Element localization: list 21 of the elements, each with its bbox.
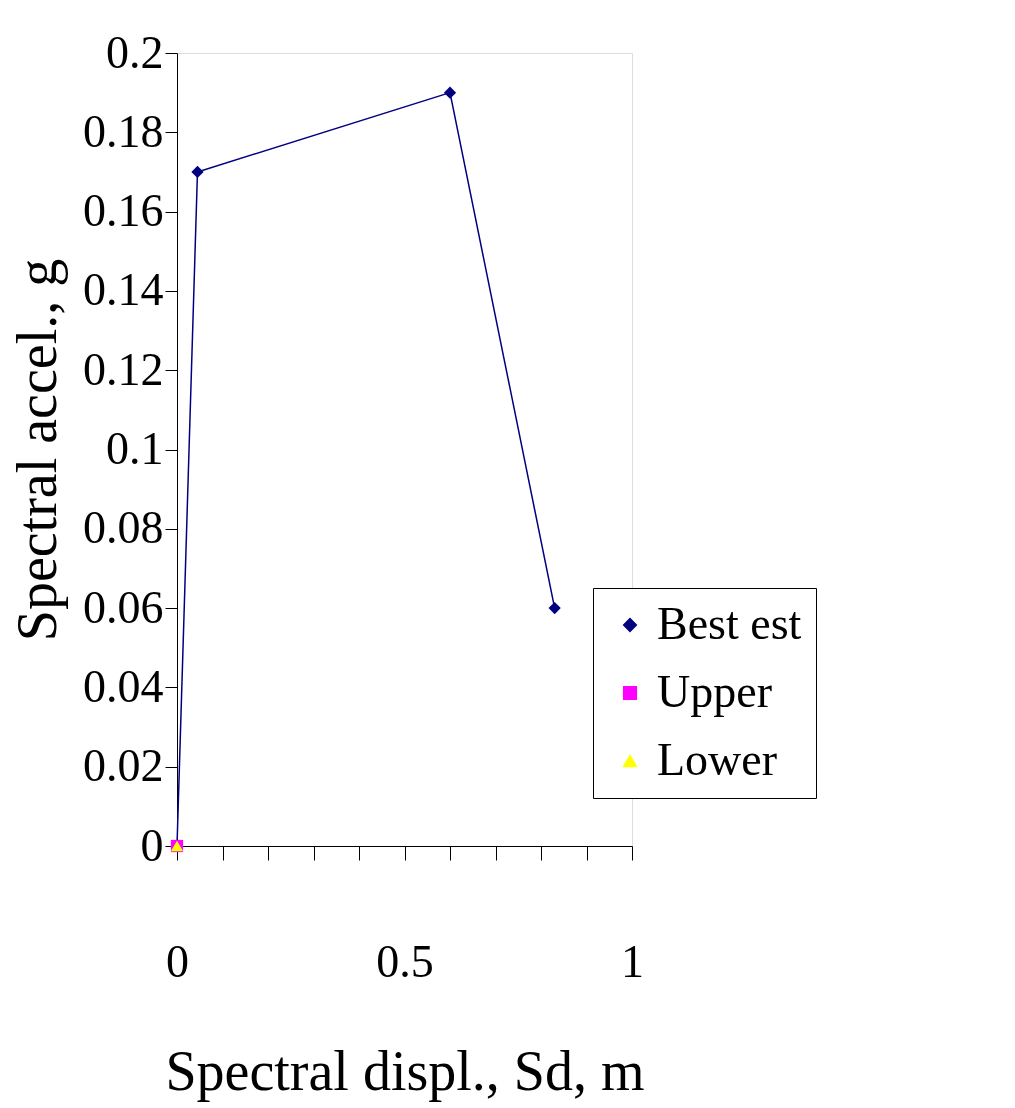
y-tick-label: 0.16 bbox=[83, 185, 164, 237]
point bbox=[443, 86, 457, 99]
y-tick-label: 0.08 bbox=[83, 502, 164, 554]
legend-label: Best est bbox=[657, 598, 802, 649]
x-axis-title: Spectral displ., Sd, m bbox=[165, 1039, 645, 1102]
x-tick-label: 0.5 bbox=[376, 935, 434, 987]
y-tick-label: 0.18 bbox=[83, 105, 164, 157]
y-tick-label: 0.06 bbox=[83, 581, 164, 633]
y-tick-label: 0.12 bbox=[83, 343, 164, 395]
y-tick-label: 0 bbox=[140, 819, 164, 871]
x-tick-label: 1 bbox=[621, 935, 644, 987]
point bbox=[191, 165, 204, 179]
y-tick-label: 0.2 bbox=[106, 26, 164, 78]
point bbox=[548, 601, 561, 615]
y-tick-label: 0.02 bbox=[83, 740, 164, 792]
legend-label: Upper bbox=[657, 666, 772, 717]
legend-label: Lower bbox=[657, 734, 778, 785]
y-tick-label: 0.04 bbox=[83, 660, 164, 712]
y-tick-label: 0.14 bbox=[83, 264, 164, 316]
y-tick-label: 0.1 bbox=[106, 423, 164, 474]
y-axis-title: Spectral accel., g bbox=[6, 258, 68, 642]
